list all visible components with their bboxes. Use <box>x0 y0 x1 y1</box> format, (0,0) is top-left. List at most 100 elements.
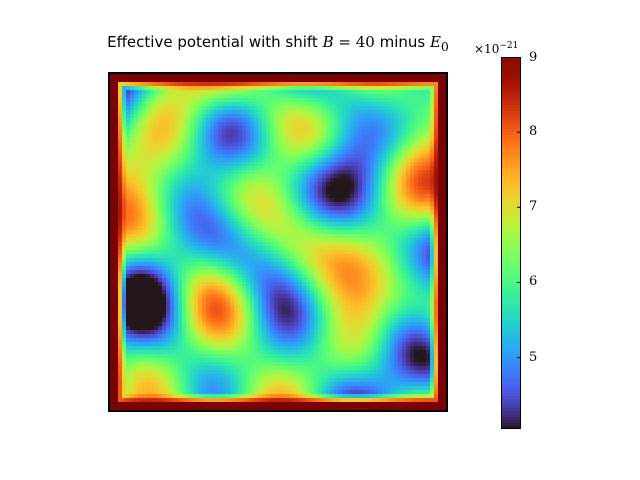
heatmap-cell <box>178 290 183 295</box>
heatmap-cell <box>134 194 139 199</box>
heatmap-cell <box>302 110 307 115</box>
heatmap-cell <box>130 306 135 311</box>
heatmap-cell <box>190 162 195 167</box>
heatmap-cell <box>250 190 255 195</box>
heatmap-cell <box>426 138 431 143</box>
heatmap-cell <box>222 242 227 247</box>
heatmap-cell <box>190 182 195 187</box>
heatmap-cell <box>302 222 307 227</box>
heatmap-cell <box>306 106 311 111</box>
heatmap-cell <box>422 162 427 167</box>
heatmap-cell <box>158 198 163 203</box>
heatmap-cell <box>194 182 199 187</box>
heatmap-cell <box>210 282 215 287</box>
heatmap-cell <box>134 234 139 239</box>
heatmap-cell <box>350 222 355 227</box>
heatmap-cell <box>278 222 283 227</box>
heatmap-cell <box>274 254 279 259</box>
heatmap-cell <box>434 286 438 291</box>
heatmap-cell <box>286 210 291 215</box>
heatmap-cell <box>294 314 299 319</box>
heatmap-cell <box>314 294 319 299</box>
heatmap-cell <box>150 126 155 131</box>
heatmap-cell <box>390 126 395 131</box>
heatmap-cell <box>198 318 203 323</box>
heatmap-cell <box>310 290 315 295</box>
heatmap-cell <box>306 178 311 183</box>
heatmap-cell <box>362 250 367 255</box>
heatmap-cell <box>434 90 438 95</box>
heatmap-cell <box>414 82 419 87</box>
heatmap-cell <box>434 94 438 99</box>
heatmap-cell <box>290 302 295 307</box>
heatmap-cell <box>326 246 331 251</box>
heatmap-cell <box>322 226 327 231</box>
heatmap-cell <box>218 170 223 175</box>
heatmap-cell <box>354 242 359 247</box>
heatmap-cell <box>118 94 123 99</box>
heatmap-cell <box>246 150 251 155</box>
heatmap-cell <box>230 138 235 143</box>
heatmap-cell <box>418 106 423 111</box>
heatmap-cell <box>134 166 139 171</box>
heatmap-cell <box>262 326 267 331</box>
heatmap-cell <box>130 130 135 135</box>
heatmap-cell <box>306 254 311 259</box>
heatmap-cell <box>338 142 343 147</box>
heatmap-cell <box>302 218 307 223</box>
heatmap-cell <box>378 130 383 135</box>
heatmap-cell <box>346 226 351 231</box>
heatmap-cell <box>158 242 163 247</box>
heatmap-cell <box>306 94 311 99</box>
heatmap-cell <box>418 270 423 275</box>
heatmap-cell <box>282 198 287 203</box>
heatmap-cell <box>322 110 327 115</box>
heatmap-cell <box>326 178 331 183</box>
heatmap-cell <box>154 214 159 219</box>
heatmap-cell <box>346 106 351 111</box>
heatmap-cell <box>322 222 327 227</box>
heatmap-cell <box>310 306 315 311</box>
heatmap-cell <box>122 238 127 243</box>
heatmap-cell <box>270 154 275 159</box>
heatmap-cell <box>230 186 235 191</box>
heatmap-cell <box>394 206 399 211</box>
heatmap-cell <box>174 274 179 279</box>
heatmap-cell <box>238 246 243 251</box>
heatmap-cell <box>254 82 259 87</box>
heatmap-cell <box>230 282 235 287</box>
heatmap-cell <box>138 266 143 271</box>
heatmap-cell <box>318 166 323 171</box>
heatmap-cell <box>406 186 411 191</box>
heatmap-cell <box>430 194 435 199</box>
heatmap-cell <box>374 186 379 191</box>
heatmap-cell <box>194 202 199 207</box>
heatmap-cell <box>362 326 367 331</box>
heatmap-cell <box>202 106 207 111</box>
heatmap-cell <box>178 162 183 167</box>
heatmap-cell <box>202 182 207 187</box>
heatmap-cell <box>158 290 163 295</box>
heatmap-cell <box>122 326 127 331</box>
heatmap-cell <box>242 242 247 247</box>
heatmap-cell <box>226 170 231 175</box>
heatmap-cell <box>178 170 183 175</box>
heatmap-cell <box>326 158 331 163</box>
heatmap-cell <box>310 166 315 171</box>
heatmap-cell <box>230 174 235 179</box>
heatmap-cell <box>162 254 167 259</box>
heatmap-cell <box>306 86 311 91</box>
heatmap-cell <box>262 286 267 291</box>
heatmap-cell <box>154 310 159 315</box>
heatmap-cell <box>298 282 303 287</box>
heatmap-cell <box>186 310 191 315</box>
heatmap-cell <box>122 330 127 335</box>
heatmap-cell <box>430 150 435 155</box>
heatmap-cell <box>426 322 431 327</box>
heatmap-cell <box>190 98 195 103</box>
heatmap-cell <box>394 258 399 263</box>
heatmap-cell <box>290 250 295 255</box>
heatmap-cell <box>410 122 415 127</box>
heatmap-cell <box>354 278 359 283</box>
heatmap-cell <box>222 202 227 207</box>
